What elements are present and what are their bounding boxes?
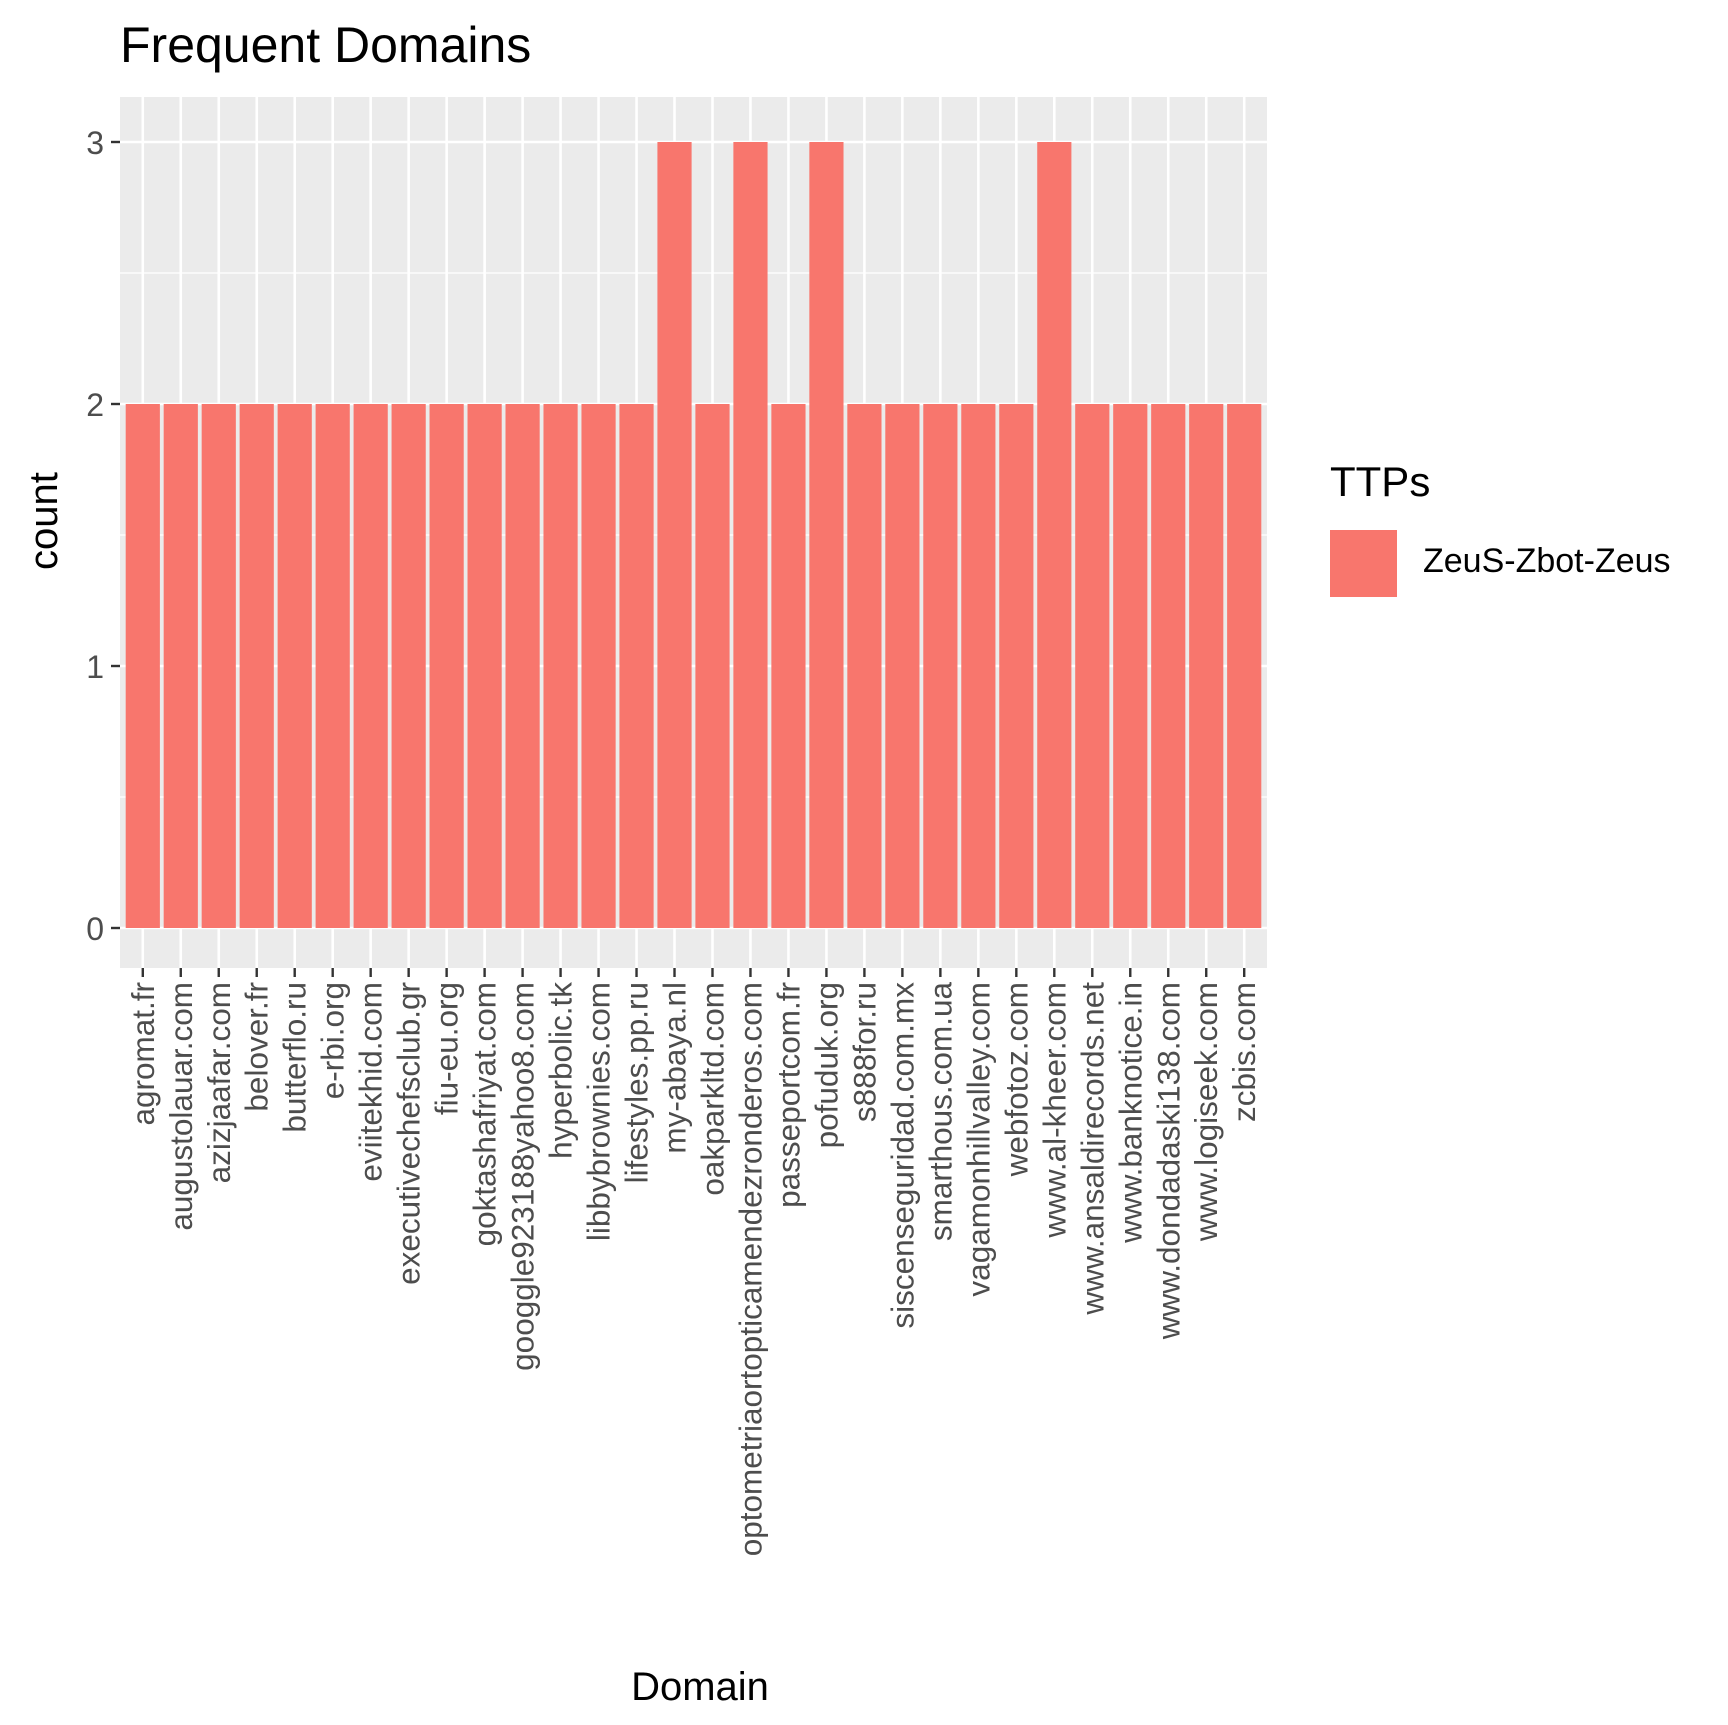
bars (125, 142, 1262, 928)
legend-key-swatch (1330, 530, 1397, 597)
bar (201, 404, 236, 928)
bar (1227, 404, 1262, 928)
x-tick-label: fiu-eu.org (429, 982, 465, 1115)
y-axis-title: count (22, 472, 66, 570)
bar (885, 404, 920, 928)
x-tick-label: azizjaafar.com (201, 982, 237, 1183)
bar (429, 404, 464, 928)
x-tick-label: www.ansaldirecords.net (1074, 982, 1110, 1316)
bar (505, 404, 540, 928)
x-axis: agromat.fr augustolauar.com azizjaafar.com… (125, 968, 1262, 1556)
y-tick-label: 2 (86, 387, 104, 423)
bar (315, 404, 350, 928)
x-tick-label: zcbis.com (1226, 982, 1262, 1122)
bar (1075, 404, 1110, 928)
bar (1113, 404, 1148, 928)
bar (961, 404, 996, 928)
y-tick-label: 0 (86, 911, 104, 947)
bar (771, 404, 806, 928)
x-tick-label: smarthous.com.ua (922, 982, 958, 1242)
x-axis-title: Domain (631, 1665, 769, 1709)
bar (239, 404, 274, 928)
x-tick-label: hyperbolic.tk (543, 982, 579, 1159)
x-tick-label: libbybrownies.com (581, 982, 617, 1241)
x-tick-label: siscenseguridad.com.mx (884, 982, 920, 1329)
bar (847, 404, 882, 928)
x-tick-label: vagamonhillvalley.com (960, 982, 996, 1297)
x-tick-label: lifestyles.pp.ru (619, 982, 655, 1183)
x-tick-label: augustolauar.com (163, 982, 199, 1231)
x-tick-label: eviitekhid.com (353, 982, 389, 1182)
bar (163, 404, 198, 928)
bar (543, 404, 578, 928)
bar (391, 404, 426, 928)
x-tick-label: oakparkltd.com (695, 982, 731, 1196)
bar (733, 142, 768, 928)
bar (277, 404, 312, 928)
legend-title: TTPs (1330, 458, 1431, 505)
x-tick-label: googgle923188yahoo8.com (505, 982, 541, 1371)
x-tick-label: butterflo.ru (277, 982, 313, 1133)
bar (999, 404, 1034, 928)
y-tick-label: 3 (86, 125, 104, 161)
x-tick-label: www.dondadaski138.com (1150, 982, 1186, 1340)
x-tick-label: optometriaortopticamendezronderos.com (732, 982, 768, 1556)
x-tick-label: www.banknotice.in (1112, 982, 1148, 1244)
x-tick-label: s888for.ru (846, 982, 882, 1122)
y-axis: 0 1 2 3 (86, 125, 120, 947)
bar (1189, 404, 1224, 928)
x-tick-label: webfotoz.com (998, 982, 1034, 1177)
bar (695, 404, 730, 928)
x-tick-label: executivechefsclub.gr (391, 982, 427, 1285)
x-tick-label: e-rbi.org (315, 982, 351, 1099)
y-tick-label: 1 (86, 649, 104, 685)
bar (1037, 142, 1072, 928)
bar (1151, 404, 1186, 928)
bar (809, 142, 844, 928)
x-tick-label: www.al-kheer.com (1036, 982, 1072, 1239)
bar (353, 404, 388, 928)
bar (581, 404, 616, 928)
x-tick-label: passeportcom.fr (770, 982, 806, 1208)
x-tick-label: my-abaya.nl (657, 982, 693, 1154)
x-tick-label: www.logiseek.com (1188, 982, 1224, 1242)
legend-label: ZeuS-Zbot-Zeus (1423, 542, 1671, 580)
chart-title: Frequent Domains (120, 17, 532, 73)
bar (467, 404, 502, 928)
bar (657, 142, 692, 928)
bar (125, 404, 160, 928)
x-tick-label: belover.fr (239, 982, 275, 1112)
x-tick-label: goktashafriyat.com (467, 982, 503, 1246)
x-tick-label: agromat.fr (125, 982, 161, 1126)
x-tick-label: pofuduk.org (808, 982, 844, 1148)
bar (923, 404, 958, 928)
bar (619, 404, 654, 928)
